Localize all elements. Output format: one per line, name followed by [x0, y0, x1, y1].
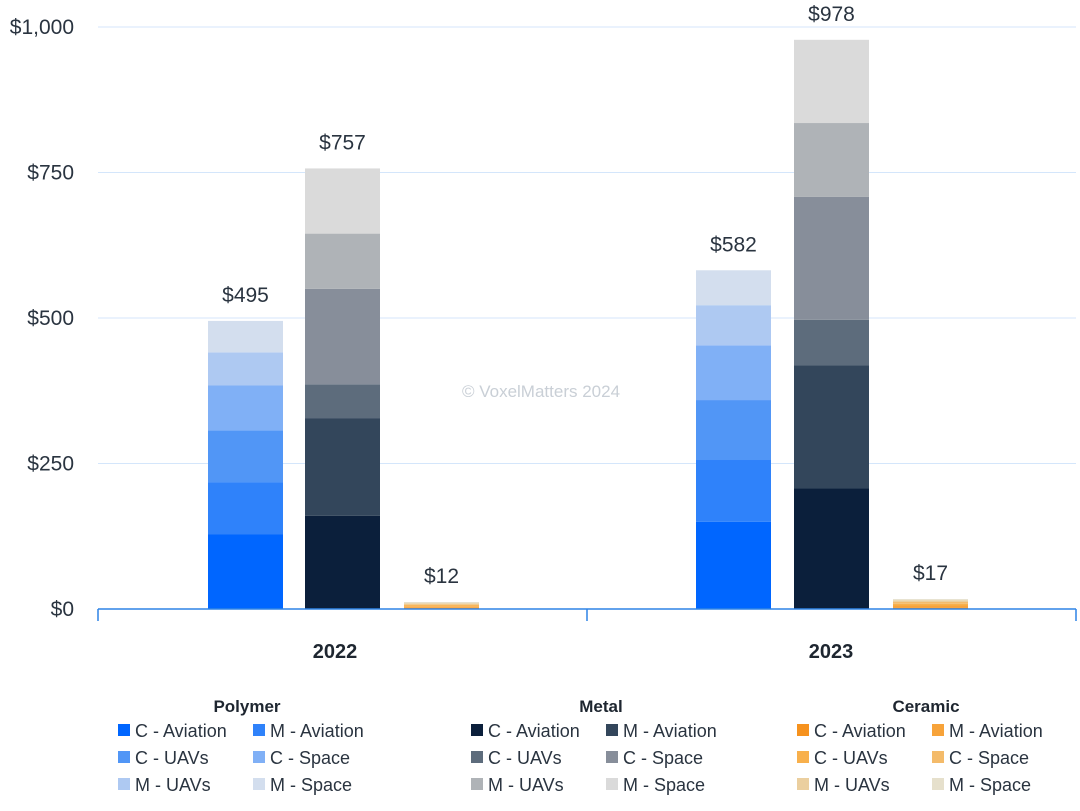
legend-swatch — [471, 751, 483, 763]
legend-swatch — [932, 778, 944, 790]
x-tick-label: 2023 — [809, 641, 854, 663]
legend-label: M - UAVs — [135, 775, 211, 795]
bar-segment-polymer-m-uavs-2023 — [696, 305, 771, 346]
bar-segment-ceramic-c-space-2023 — [893, 602, 968, 604]
bar-segment-ceramic-m-aviation-2022 — [404, 606, 479, 608]
bar-segment-polymer-m-uavs-2022 — [208, 352, 283, 386]
legend-title-polymer: Polymer — [213, 697, 280, 716]
bar-segment-metal-m-space-2023 — [794, 39, 869, 124]
legend-swatch — [797, 751, 809, 763]
bar-segment-metal-c-uavs-2023 — [794, 319, 869, 366]
bars — [208, 39, 968, 609]
legend-swatch — [471, 778, 483, 790]
y-tick-label: $0 — [51, 598, 74, 621]
bar-segment-polymer-c-aviation-2023 — [696, 521, 771, 609]
legend-label: M - Aviation — [623, 721, 717, 741]
y-axis: $0 $250 $500 $750 $1,000 — [10, 16, 74, 621]
total-label-metal-2023: $978 — [808, 3, 855, 26]
bar-segment-ceramic-c-space-2022 — [404, 604, 479, 606]
legend-label: M - UAVs — [814, 775, 890, 795]
legend-label: M - Space — [270, 775, 352, 795]
legend-label: C - UAVs — [814, 748, 888, 768]
bar-segment-metal-m-space-2022 — [305, 168, 380, 234]
bar-segment-metal-m-aviation-2023 — [794, 365, 869, 489]
y-tick-label: $500 — [27, 307, 74, 330]
legend-label: M - Aviation — [270, 721, 364, 741]
x-tick-label: 2022 — [313, 641, 358, 663]
bar-segment-metal-c-aviation-2022 — [305, 515, 380, 609]
total-label-polymer-2022: $495 — [222, 284, 269, 307]
legend-label: C - Space — [949, 748, 1029, 768]
bar-segment-polymer-m-aviation-2022 — [208, 482, 283, 535]
legend-label: M - Space — [623, 775, 705, 795]
x-axis: 2022 2023 — [97, 608, 1077, 663]
bar-segment-ceramic-m-uavs-2022 — [404, 603, 479, 605]
legend-swatch — [471, 724, 483, 736]
bar-segment-metal-m-uavs-2022 — [305, 233, 380, 289]
total-label-metal-2022: $757 — [319, 131, 366, 154]
legend-swatch — [606, 778, 618, 790]
legend-label: C - Space — [270, 748, 350, 768]
bar-segment-ceramic-m-space-2022 — [404, 602, 479, 604]
gridlines — [98, 26, 1076, 464]
y-tick-label: $750 — [27, 162, 74, 185]
legend-label: M - Aviation — [949, 721, 1043, 741]
watermark: © VoxelMatters 2024 — [462, 382, 620, 401]
legend-title-ceramic: Ceramic — [892, 697, 959, 716]
legend-label: M - UAVs — [488, 775, 564, 795]
legend-swatch — [932, 724, 944, 736]
bar-segment-polymer-c-aviation-2022 — [208, 534, 283, 609]
legend-swatch — [253, 778, 265, 790]
bar-segment-ceramic-c-uavs-2022 — [404, 605, 479, 607]
bar-segment-polymer-m-aviation-2023 — [696, 460, 771, 522]
legend-swatch — [118, 724, 130, 736]
y-tick-label: $1,000 — [10, 16, 74, 39]
legend-swatch — [118, 751, 130, 763]
bar-segment-metal-c-space-2023 — [794, 196, 869, 320]
legend-label: C - Aviation — [488, 721, 580, 741]
legend-label: C - Aviation — [135, 721, 227, 741]
total-labels: $495 $757 $12 $582 $978 $17 — [222, 3, 948, 588]
bar-segment-ceramic-c-aviation-2023 — [893, 607, 968, 609]
y-tick-label: $250 — [27, 453, 74, 476]
bar-segment-ceramic-c-uavs-2023 — [893, 603, 968, 606]
legend-swatch — [118, 778, 130, 790]
bar-segment-metal-m-aviation-2022 — [305, 418, 380, 516]
total-label-ceramic-2022: $12 — [424, 565, 459, 588]
bar-segment-ceramic-m-space-2023 — [893, 599, 968, 601]
bar-segment-ceramic-m-uavs-2023 — [893, 600, 968, 603]
legend-swatch — [606, 724, 618, 736]
legend-label: C - UAVs — [135, 748, 209, 768]
bar-segment-polymer-c-uavs-2022 — [208, 430, 283, 483]
bar-segment-metal-c-uavs-2022 — [305, 384, 380, 419]
legend-label: C - UAVs — [488, 748, 562, 768]
bar-segment-polymer-m-space-2023 — [696, 270, 771, 306]
legend-label: C - Space — [623, 748, 703, 768]
legend-swatch — [797, 724, 809, 736]
legend-title-metal: Metal — [579, 697, 622, 716]
bar-segment-polymer-c-space-2022 — [208, 385, 283, 431]
legend-swatch — [932, 751, 944, 763]
legend-swatch — [253, 724, 265, 736]
bar-segment-ceramic-m-aviation-2023 — [893, 605, 968, 608]
bar-segment-polymer-c-uavs-2023 — [696, 400, 771, 461]
legend-swatch — [253, 751, 265, 763]
legend: Polymer C - Aviation M - Aviation C - UAVs C… — [118, 697, 1043, 795]
bar-segment-metal-c-aviation-2023 — [794, 488, 869, 609]
legend-swatch — [797, 778, 809, 790]
legend-label: C - Aviation — [814, 721, 906, 741]
legend-label: M - Space — [949, 775, 1031, 795]
total-label-ceramic-2023: $17 — [913, 562, 948, 585]
bar-segment-metal-c-space-2022 — [305, 288, 380, 385]
bar-segment-metal-m-uavs-2023 — [794, 123, 869, 197]
legend-swatch — [606, 751, 618, 763]
total-label-polymer-2023: $582 — [710, 233, 757, 256]
bar-segment-polymer-c-space-2023 — [696, 345, 771, 401]
bar-segment-polymer-m-space-2022 — [208, 320, 283, 353]
